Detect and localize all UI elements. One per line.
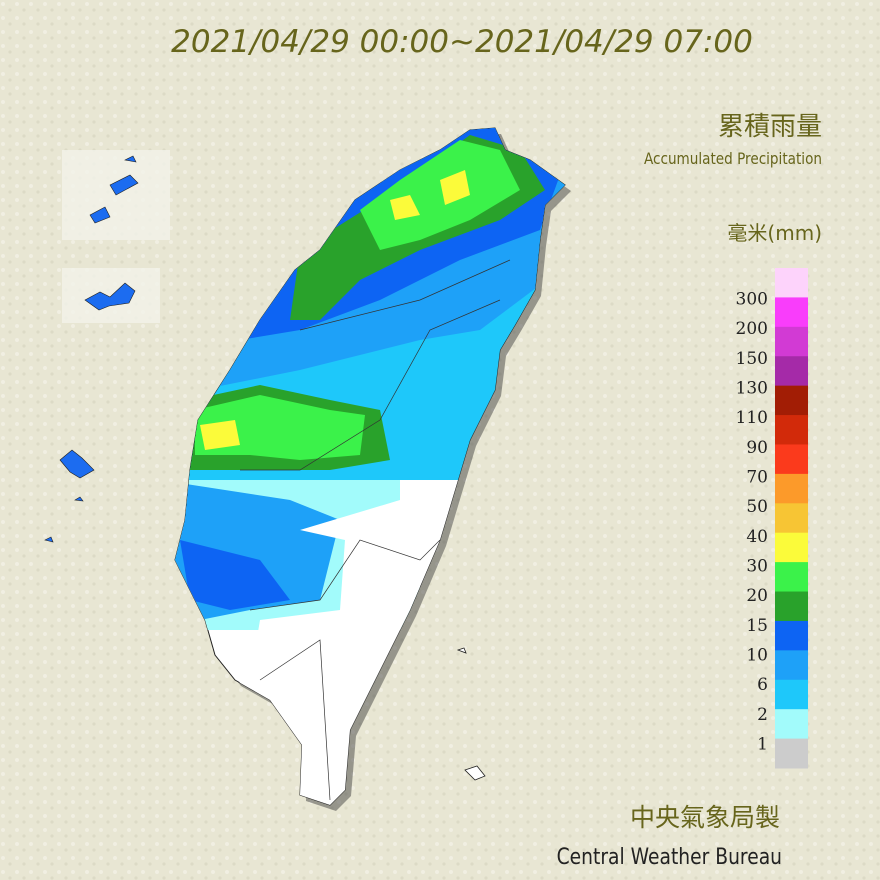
- legend-label: 30: [746, 557, 768, 577]
- legend-label: 6: [757, 675, 768, 695]
- legend-label: 1: [757, 735, 768, 755]
- legend-swatch: [775, 503, 808, 534]
- legend-swatch: [775, 326, 808, 357]
- legend-swatch: [775, 473, 808, 504]
- legend-label: 10: [746, 646, 768, 666]
- legend-label: 300: [736, 290, 768, 310]
- legend-label: 200: [736, 319, 768, 339]
- legend-label: 20: [746, 586, 768, 606]
- credit-en: Central Weather Bureau: [557, 844, 782, 870]
- county-border: [240, 259, 511, 801]
- legend-swatch: [775, 591, 808, 622]
- legend-swatch: [775, 356, 808, 387]
- map-title: 2021/04/29 00:00~2021/04/29 07:00: [171, 24, 753, 60]
- island: [84, 282, 136, 311]
- legend-label: 2: [757, 705, 768, 725]
- legend: 300 200 150 130 110 90 70 50 40 30 20 15 10 6 2 1: [736, 268, 808, 769]
- legend-swatch: [775, 268, 808, 298]
- legend-swatch: [775, 532, 808, 563]
- inset-box: [62, 268, 160, 323]
- legend-label: 15: [746, 616, 768, 636]
- legend-unit: 毫米(mm): [727, 221, 822, 245]
- product-name-en: Accumulated Precipitation: [644, 150, 822, 168]
- legend-label: 90: [746, 438, 768, 458]
- legend-swatch: [775, 709, 808, 740]
- legend-swatch: [775, 620, 808, 651]
- legend-swatch: [775, 297, 808, 328]
- island: [456, 647, 486, 781]
- legend-label: 70: [746, 468, 768, 488]
- legend-label: 40: [746, 527, 768, 547]
- legend-swatch: [775, 562, 808, 593]
- legend-swatch: [775, 650, 808, 681]
- product-name-zh: 累積雨量: [718, 112, 822, 142]
- legend-swatch: [775, 738, 808, 769]
- legend-swatch: [775, 415, 808, 445]
- island: [89, 155, 139, 224]
- island: [44, 449, 95, 543]
- legend-swatch: [775, 385, 808, 416]
- legend-label: 150: [736, 349, 768, 369]
- credit-zh: 中央氣象局製: [630, 803, 780, 832]
- legend-swatch: [775, 444, 808, 475]
- legend-label: 130: [736, 379, 768, 399]
- legend-swatch: [775, 679, 808, 710]
- legend-label: 110: [736, 408, 768, 428]
- legend-label: 50: [746, 497, 768, 517]
